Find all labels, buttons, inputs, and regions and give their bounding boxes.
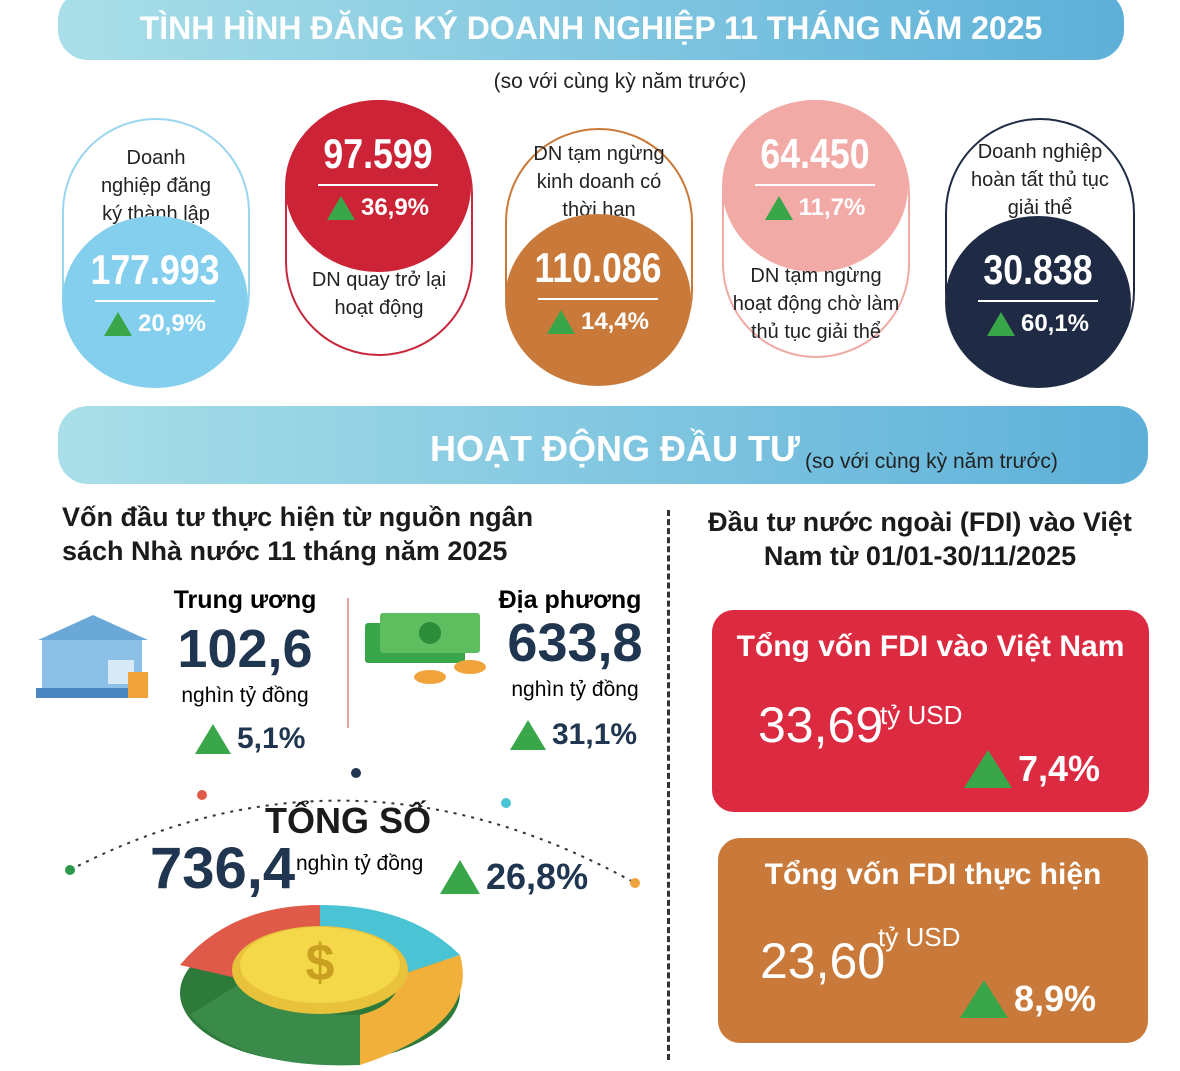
fdi-change-row: 7,4% bbox=[964, 748, 1100, 790]
svg-text:$: $ bbox=[306, 934, 335, 992]
central-change-row: 5,1% bbox=[195, 722, 305, 756]
local-value: 633,8 bbox=[507, 613, 643, 673]
local-unit: nghìn tỷ đồng bbox=[511, 678, 639, 701]
card-value: 110.086 bbox=[534, 244, 662, 291]
fdi-value: 23,60 bbox=[760, 933, 886, 989]
card-circle: 177.993 20,9% bbox=[62, 216, 248, 388]
total-value: 736,4 bbox=[150, 836, 296, 901]
section-title: HOẠT ĐỘNG ĐẦU TƯ bbox=[430, 428, 800, 469]
fdi-registered: Tổng vốn FDI vào Việt Nam 33,69 tỷ USD 7… bbox=[712, 610, 1149, 812]
card-change: 20,9% bbox=[137, 310, 207, 337]
card-label: DN quay trở lại hoạt động bbox=[311, 269, 447, 319]
card-change: 36,9% bbox=[360, 194, 430, 221]
central-label: Trung ương bbox=[173, 586, 317, 614]
card-circle: 97.599 36,9% bbox=[285, 100, 471, 272]
fdi-change: 8,9% bbox=[1014, 978, 1097, 1019]
card-label: DN tạm ngừng kinh doanh có thời hạn bbox=[533, 143, 665, 221]
fdi-unit: tỷ USD bbox=[880, 700, 963, 730]
central-unit: nghìn tỷ đồng bbox=[181, 684, 309, 707]
card-value: 177.993 bbox=[90, 246, 220, 293]
card-value: 30.838 bbox=[983, 246, 1093, 293]
card-value: 64.450 bbox=[760, 130, 870, 177]
card-value: 97.599 bbox=[323, 130, 433, 177]
budget-title: Vốn đầu tư thực hiện từ nguồn ngân sách … bbox=[62, 502, 534, 566]
fdi-change: 7,4% bbox=[1018, 748, 1101, 789]
fdi-value: 33,69 bbox=[758, 697, 884, 753]
card-change: 60,1% bbox=[1020, 310, 1090, 337]
fdi-label: Tổng vốn FDI thực hiện bbox=[764, 858, 1102, 891]
fdi-label: Tổng vốn FDI vào Việt Nam bbox=[736, 630, 1125, 663]
card-circle: 30.838 60,1% bbox=[945, 216, 1131, 388]
fdi-unit: tỷ USD bbox=[878, 922, 961, 952]
card: DN tạm ngừng kinh doanh có thời hạn 110.… bbox=[505, 128, 693, 386]
divider bbox=[347, 598, 349, 728]
total-change-row: 26,8% bbox=[440, 856, 588, 898]
card: 64.450 11,7% DN tạm ngừng hoạt động chờ … bbox=[722, 100, 910, 358]
card: Doanh nghiệp hoàn tất thủ tục giải thể 3… bbox=[945, 118, 1135, 388]
local-change: 31,1% bbox=[552, 718, 638, 751]
header-title: TÌNH HÌNH ĐĂNG KÝ DOANH NGHIỆP 11 THÁNG … bbox=[58, 0, 1124, 60]
local-label: Địa phương bbox=[498, 586, 642, 614]
card: Doanh nghiệp đăng ký thành lập mới 177.9… bbox=[62, 118, 250, 388]
divider bbox=[667, 510, 670, 1060]
central-change: 5,1% bbox=[237, 722, 306, 755]
fdi-disbursed: Tổng vốn FDI thực hiện 23,60 tỷ USD 8,9% bbox=[718, 838, 1148, 1043]
total-change: 26,8% bbox=[486, 856, 589, 897]
money-icon bbox=[365, 613, 486, 684]
fdi-change-row: 8,9% bbox=[960, 978, 1096, 1020]
card-circle: 64.450 11,7% bbox=[722, 100, 908, 272]
section-note: (so với cùng kỳ năm trước) bbox=[805, 450, 1058, 473]
central-value: 102,6 bbox=[177, 619, 313, 679]
total-unit: nghìn tỷ đồng bbox=[296, 852, 424, 875]
header-subtitle: (so với cùng kỳ năm trước) bbox=[493, 70, 747, 93]
card-circle: 110.086 14,4% bbox=[505, 214, 691, 386]
card-change: 14,4% bbox=[580, 308, 650, 335]
card-label: DN tạm ngừng hoạt động chờ làm thủ tục g… bbox=[732, 265, 900, 343]
fdi-title: Đầu tư nước ngoài (FDI) vào Việt Nam từ … bbox=[708, 507, 1132, 571]
total-label: TỔNG SỐ bbox=[265, 800, 432, 841]
card-label: Doanh nghiệp hoàn tất thủ tục giải thể bbox=[971, 141, 1109, 219]
section-band bbox=[58, 406, 1148, 484]
card-change: 11,7% bbox=[798, 194, 866, 221]
card: 97.599 36,9% DN quay trở lại hoạt động bbox=[285, 100, 473, 356]
bank-icon bbox=[36, 615, 148, 698]
total-graphic: $ bbox=[65, 768, 640, 1066]
local-change-row: 31,1% bbox=[510, 718, 637, 752]
